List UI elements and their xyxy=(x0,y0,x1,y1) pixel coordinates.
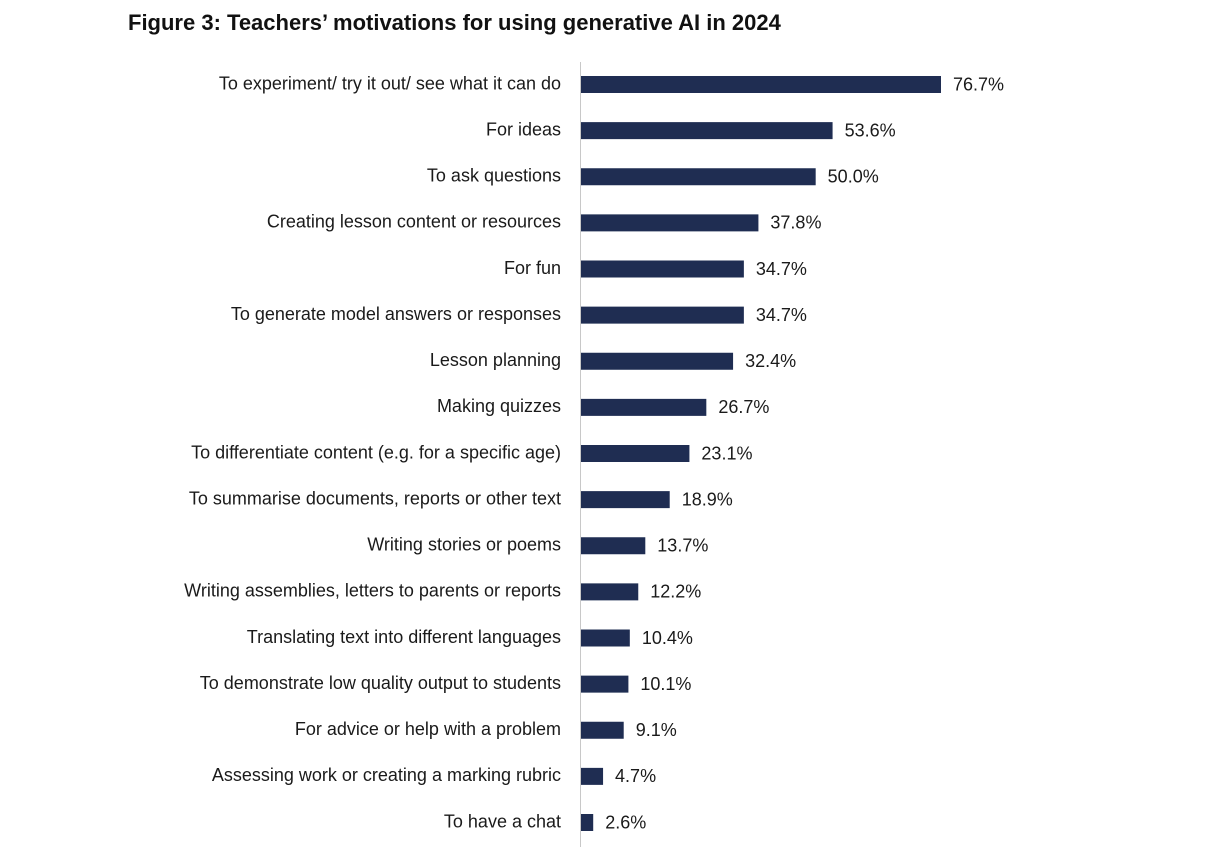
category-label: Creating lesson content or resources xyxy=(267,212,561,232)
bar xyxy=(581,445,690,462)
bar xyxy=(581,629,630,647)
bar xyxy=(581,168,816,186)
bar xyxy=(581,76,941,93)
category-label: Lesson planning xyxy=(430,350,561,370)
bar xyxy=(581,306,744,324)
bar xyxy=(581,675,629,693)
category-label: For ideas xyxy=(486,119,561,139)
value-label: 10.1% xyxy=(640,674,691,694)
value-label: 53.6% xyxy=(845,120,896,140)
category-label: For fun xyxy=(504,258,561,278)
value-label: 23.1% xyxy=(701,443,752,463)
bar xyxy=(581,491,670,509)
bar xyxy=(581,214,759,232)
value-label: 13.7% xyxy=(657,536,708,556)
value-label: 50.0% xyxy=(828,167,879,187)
category-label: Making quizzes xyxy=(437,396,561,416)
value-label: 26.7% xyxy=(718,397,769,417)
category-label: Writing stories or poems xyxy=(367,535,561,555)
value-label: 34.7% xyxy=(756,259,807,279)
value-label: 37.8% xyxy=(770,213,821,233)
bar xyxy=(581,583,639,601)
category-label: Assessing work or creating a marking rub… xyxy=(212,765,561,785)
bar xyxy=(581,352,734,370)
category-label: To differentiate content (e.g. for a spe… xyxy=(191,442,561,462)
bar xyxy=(581,537,646,555)
category-label: Writing assemblies, letters to parents o… xyxy=(184,581,561,601)
category-label: To ask questions xyxy=(427,166,561,186)
value-label: 76.7% xyxy=(953,74,1004,94)
value-label: 9.1% xyxy=(636,720,677,740)
bars-layer: To experiment/ try it out/ see what it c… xyxy=(184,73,1004,832)
bar xyxy=(581,767,604,785)
bar xyxy=(581,260,744,278)
value-label: 18.9% xyxy=(682,489,733,509)
category-label: Translating text into different language… xyxy=(247,627,561,647)
category-label: To summarise documents, reports or other… xyxy=(189,488,561,508)
bar xyxy=(581,122,833,140)
value-label: 4.7% xyxy=(615,766,656,786)
value-label: 32.4% xyxy=(745,351,796,371)
category-label: To demonstrate low quality output to stu… xyxy=(200,673,561,693)
bar xyxy=(581,398,707,416)
category-label: To generate model answers or responses xyxy=(231,304,561,324)
bar xyxy=(581,721,624,739)
category-label: To have a chat xyxy=(444,811,561,831)
category-label: For advice or help with a problem xyxy=(295,719,561,739)
chart-title: Figure 3: Teachers’ motivations for usin… xyxy=(128,10,781,35)
value-label: 12.2% xyxy=(650,582,701,602)
category-label: To experiment/ try it out/ see what it c… xyxy=(219,73,561,93)
value-label: 10.4% xyxy=(642,628,693,648)
value-label: 34.7% xyxy=(756,305,807,325)
value-label: 2.6% xyxy=(605,812,646,832)
bar xyxy=(581,814,594,831)
